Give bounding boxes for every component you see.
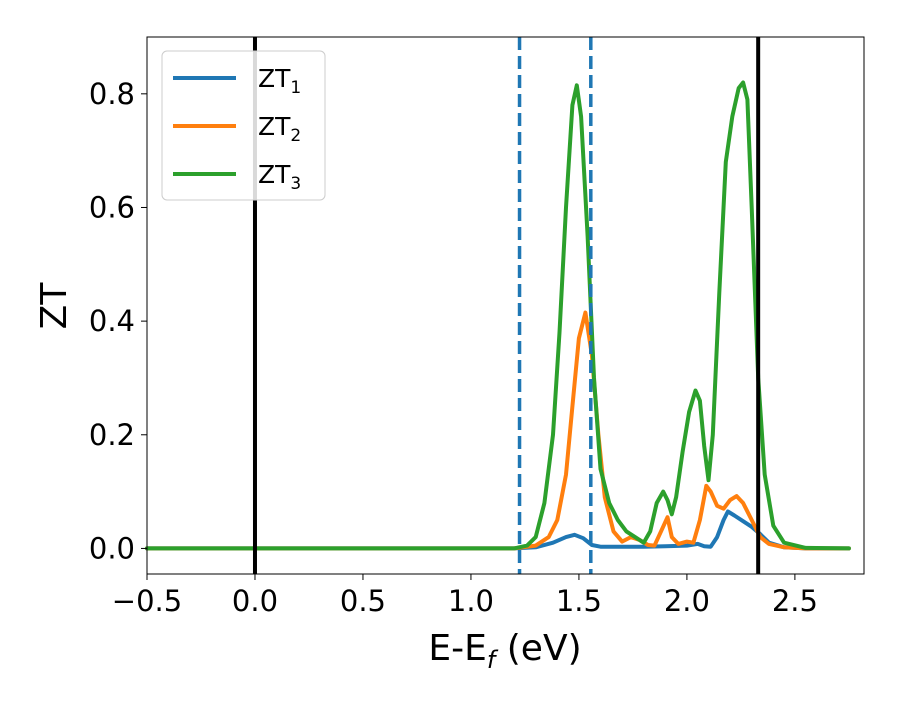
y-tick-label: 0.6 bbox=[89, 190, 135, 224]
reference-lines bbox=[252, 37, 761, 574]
x-axis: −0.5 0.0 0.5 1.0 1.5 2.0 2.5 bbox=[112, 574, 818, 618]
legend-label-2: ZT2 bbox=[258, 112, 301, 146]
x-tick-label: 0.0 bbox=[232, 584, 278, 618]
x-axis-title-unit: (eV) bbox=[495, 628, 581, 669]
x-tick-label: 1.0 bbox=[448, 584, 494, 618]
series-line-2 bbox=[145, 310, 851, 551]
x-tick-label: 2.0 bbox=[664, 584, 710, 618]
legend-label-1: ZT1 bbox=[258, 64, 301, 98]
series-line-3 bbox=[145, 80, 851, 551]
x-tick-label: 1.5 bbox=[556, 584, 602, 618]
legend: ZT1 ZT2 ZT3 bbox=[161, 50, 326, 201]
y-tick-label: 0.0 bbox=[89, 531, 135, 565]
y-tick-label: 0.2 bbox=[89, 418, 135, 452]
plot-frame bbox=[146, 36, 865, 575]
legend-box bbox=[161, 50, 326, 201]
y-tick-label: 0.4 bbox=[89, 304, 135, 338]
y-axis-title: ZT bbox=[34, 282, 75, 330]
series-line-1 bbox=[145, 509, 851, 551]
x-tick-label: 0.5 bbox=[340, 584, 386, 618]
y-axis: 0.0 0.2 0.4 0.6 0.8 bbox=[89, 77, 147, 565]
y-tick-label: 0.8 bbox=[89, 77, 135, 111]
x-tick-label: −0.5 bbox=[112, 584, 182, 618]
x-axis-title: E-Ef (eV) bbox=[428, 628, 581, 674]
x-tick-label: 2.5 bbox=[772, 584, 818, 618]
legend-label-3: ZT3 bbox=[258, 160, 301, 194]
